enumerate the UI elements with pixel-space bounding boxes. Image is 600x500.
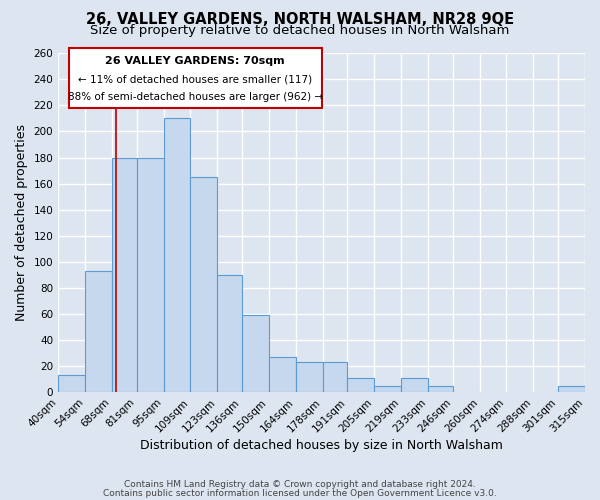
Bar (137, 158, 164, 392)
Bar (401, 378, 428, 392)
Text: ← 11% of detached houses are smaller (117): ← 11% of detached houses are smaller (11… (78, 74, 312, 84)
Text: 88% of semi-detached houses are larger (962) →: 88% of semi-detached houses are larger (… (68, 92, 323, 102)
Text: Contains public sector information licensed under the Open Government Licence v3: Contains public sector information licen… (103, 488, 497, 498)
Y-axis label: Number of detached properties: Number of detached properties (15, 124, 28, 322)
Bar (296, 362, 323, 392)
Bar (242, 316, 269, 392)
FancyBboxPatch shape (69, 48, 322, 108)
Bar (164, 118, 190, 392)
Bar (190, 177, 217, 392)
Bar (323, 362, 347, 392)
Bar (58, 376, 85, 392)
Text: Size of property relative to detached houses in North Walsham: Size of property relative to detached ho… (91, 24, 509, 37)
Bar (85, 271, 112, 392)
Bar (558, 386, 585, 392)
Text: Contains HM Land Registry data © Crown copyright and database right 2024.: Contains HM Land Registry data © Crown c… (124, 480, 476, 489)
Bar (217, 275, 242, 392)
X-axis label: Distribution of detached houses by size in North Walsham: Distribution of detached houses by size … (140, 440, 503, 452)
Bar (269, 357, 296, 392)
Bar (428, 386, 453, 392)
Text: 26 VALLEY GARDENS: 70sqm: 26 VALLEY GARDENS: 70sqm (106, 56, 285, 66)
Bar (347, 378, 374, 392)
Text: 26, VALLEY GARDENS, NORTH WALSHAM, NR28 9QE: 26, VALLEY GARDENS, NORTH WALSHAM, NR28 … (86, 12, 514, 28)
Bar (374, 386, 401, 392)
Bar (112, 158, 137, 392)
